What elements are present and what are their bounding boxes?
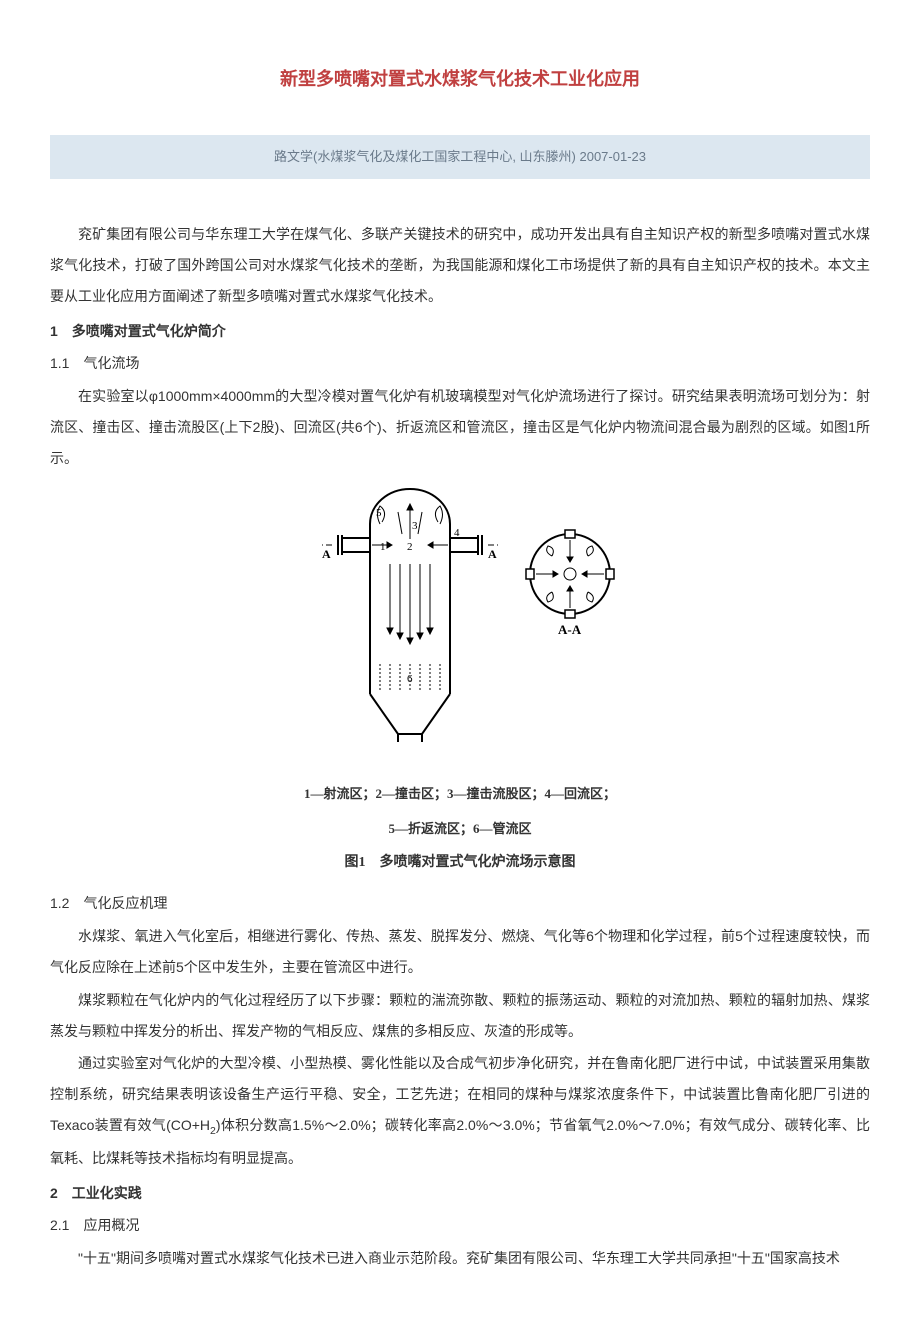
section-1-2-paragraph-1: 水煤浆、氧进入气化室后，相继进行雾化、传热、蒸发、脱挥发分、燃烧、气化等6个物理… (50, 921, 870, 983)
label-aa-section: A-A (558, 622, 582, 637)
figure-1-legend-line-2: 5—折返流区；6—管流区 (50, 815, 870, 844)
label-a-right: A (488, 547, 497, 561)
section-1-1-heading: 1.1 气化流场 (50, 348, 870, 379)
page-title: 新型多喷嘴对置式水煤浆气化技术工业化应用 (50, 60, 870, 100)
zone-label-4: 4 (454, 527, 460, 539)
zone-label-5: 5 (376, 507, 382, 519)
author-bar: 路文学(水煤浆气化及煤化工国家工程中心, 山东滕州) 2007-01-23 (50, 135, 870, 180)
section-1-2-paragraph-2: 煤浆颗粒在气化炉内的气化过程经历了以下步骤：颗粒的湍流弥散、颗粒的振荡运动、颗粒… (50, 985, 870, 1047)
zone-label-3: 3 (412, 520, 418, 532)
label-a-left: A (322, 547, 331, 561)
figure-1-legend-line-1: 1—射流区；2—撞击区；3—撞击流股区；4—回流区； (50, 780, 870, 809)
zone-label-1: 1 (380, 541, 386, 553)
intro-paragraph: 兖矿集团有限公司与华东理工大学在煤气化、多联产关键技术的研究中，成功开发出具有自… (50, 219, 870, 311)
section-1-heading: 1 多喷嘴对置式气化炉简介 (50, 316, 870, 347)
section-2-heading: 2 工业化实践 (50, 1178, 870, 1209)
zone-label-6: 6 (407, 673, 413, 685)
section-1-1-paragraph-1: 在实验室以φ1000mm×4000mm的大型冷模对置气化炉有机玻璃模型对气化炉流… (50, 381, 870, 473)
zone-label-2: 2 (407, 541, 413, 553)
section-1-2-heading: 1.2 气化反应机理 (50, 888, 870, 919)
section-2-1-heading: 2.1 应用概况 (50, 1210, 870, 1241)
section-1-2-paragraph-3: 通过实验室对气化炉的大型冷模、小型热模、雾化性能以及合成气初步净化研究，并在鲁南… (50, 1048, 870, 1173)
figure-1: 1 2 3 4 5 6 A A (50, 484, 870, 879)
section-2-1-paragraph-1: "十五"期间多喷嘴对置式水煤浆气化技术已进入商业示范阶段。兖矿集团有限公司、华东… (50, 1243, 870, 1274)
figure-1-caption: 图1 多喷嘴对置式气化炉流场示意图 (50, 848, 870, 879)
figure-1-svg: 1 2 3 4 5 6 A A (280, 484, 640, 764)
